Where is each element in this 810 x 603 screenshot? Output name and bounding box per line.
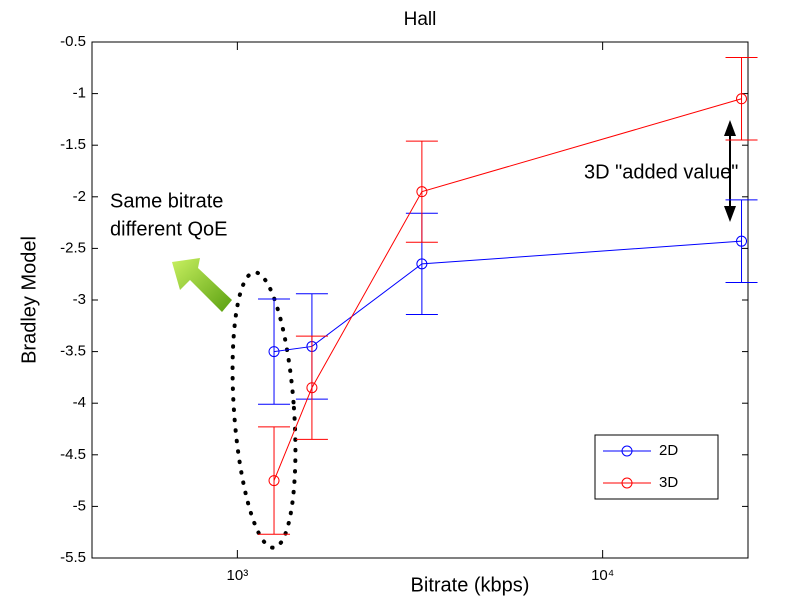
point <box>268 475 280 487</box>
y-tick-label: -3.5 <box>60 343 86 360</box>
y-tick-label: -4 <box>73 394 86 411</box>
point <box>416 258 428 270</box>
y-axis-label: Bradley Model <box>18 236 40 364</box>
pointer-arrow <box>172 258 232 312</box>
series-line <box>273 98 742 481</box>
y-tick-label: -2 <box>73 188 86 205</box>
series-line <box>273 240 742 353</box>
error-bar <box>295 335 328 440</box>
x-axis-label: Bitrate (kbps) <box>411 574 530 596</box>
point <box>736 235 748 247</box>
y-tick-label: -3 <box>73 291 86 308</box>
y-tick-label: -1.5 <box>60 136 86 153</box>
y-tick-label: -5 <box>73 497 86 514</box>
error-bar <box>725 199 758 283</box>
legend-marker <box>621 477 633 489</box>
annotation: 3D "added value" <box>584 161 738 183</box>
legend-label: 3D <box>659 474 678 491</box>
error-bar <box>725 56 758 141</box>
point <box>416 186 428 198</box>
error-bar <box>405 140 438 243</box>
legend-label: 2D <box>659 442 678 459</box>
annotation: Same bitrate <box>110 190 223 212</box>
y-tick-label: -2.5 <box>60 239 86 256</box>
error-bar <box>258 298 291 405</box>
point <box>306 382 318 394</box>
x-tick-label: 10⁴ <box>591 567 614 584</box>
double-arrow <box>724 120 736 222</box>
y-tick-label: -1 <box>73 85 86 102</box>
point <box>268 346 280 358</box>
annotation: different QoE <box>110 218 227 240</box>
y-tick-label: -5.5 <box>60 549 86 566</box>
highlight-ellipse <box>230 270 298 550</box>
y-tick-label: -4.5 <box>60 446 86 463</box>
legend-marker <box>621 445 633 457</box>
y-tick-label: -0.5 <box>60 33 86 50</box>
chart-title: Hall <box>404 9 437 30</box>
error-bar <box>258 426 291 535</box>
point <box>736 93 748 105</box>
legend-box <box>594 434 719 500</box>
x-tick-label: 10³ <box>227 567 249 584</box>
